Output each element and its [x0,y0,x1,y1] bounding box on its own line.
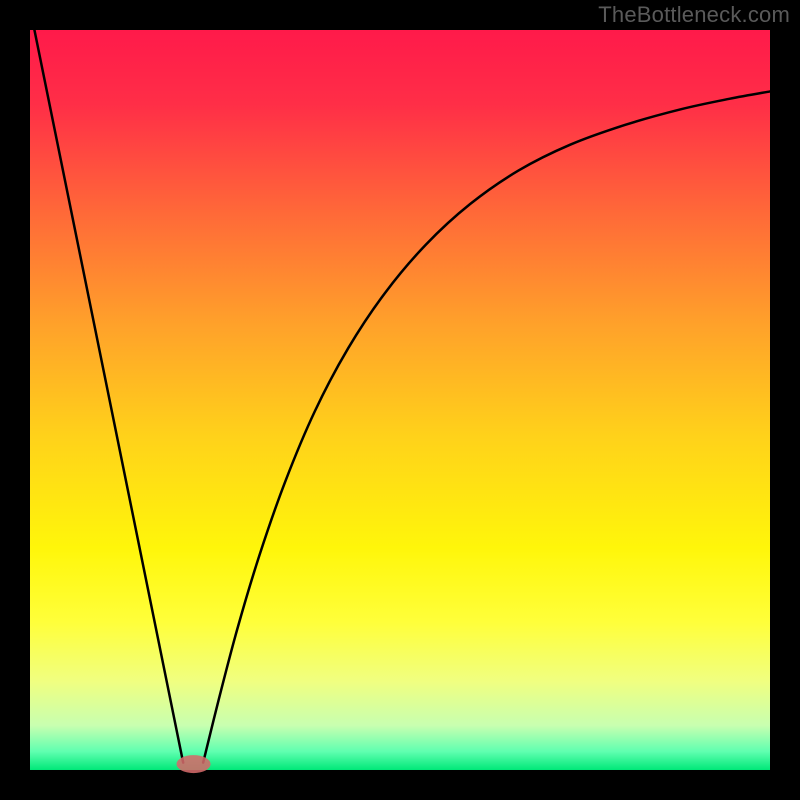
optimal-marker [177,755,211,773]
bottleneck-chart: TheBottleneck.com [0,0,800,800]
watermark: TheBottleneck.com [598,2,790,28]
left-branch [34,30,183,763]
right-branch [203,91,770,762]
curve-layer [0,0,800,800]
